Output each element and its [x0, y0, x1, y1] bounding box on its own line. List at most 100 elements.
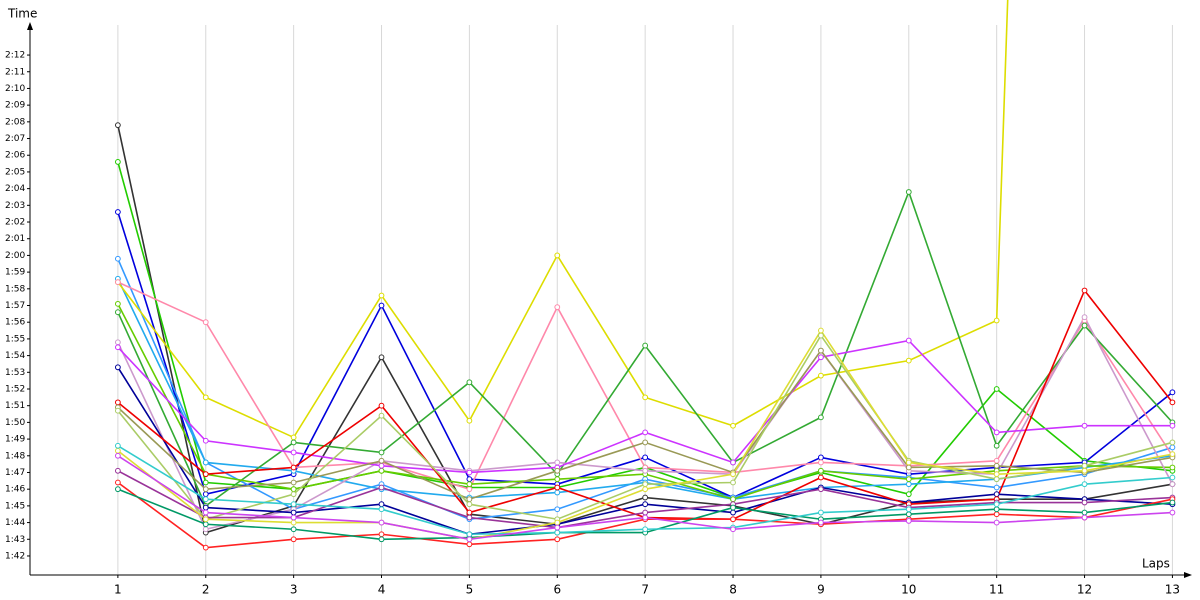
point — [378, 467, 385, 474]
y-tick-label: 2:10 — [5, 84, 25, 94]
point — [202, 437, 209, 444]
point — [905, 459, 912, 466]
point — [642, 439, 649, 446]
point — [993, 506, 1000, 513]
point — [202, 504, 209, 511]
point — [642, 486, 649, 493]
point — [905, 337, 912, 344]
x-tick-label: 1 — [114, 583, 122, 597]
x-tick-label: 13 — [1165, 583, 1180, 597]
point — [114, 339, 121, 346]
y-tick-label: 1:42 — [5, 551, 25, 561]
point — [290, 509, 297, 516]
point — [993, 429, 1000, 436]
point — [993, 317, 1000, 324]
y-tick-label: 1:54 — [5, 351, 25, 361]
point — [1169, 464, 1176, 471]
point — [114, 255, 121, 262]
y-tick-label: 2:07 — [5, 134, 25, 144]
y-axis-arrow — [27, 22, 33, 30]
point — [993, 484, 1000, 491]
point — [114, 159, 121, 165]
point — [642, 429, 649, 436]
point — [466, 541, 473, 548]
y-tick-label: 1:51 — [5, 401, 25, 411]
point — [730, 459, 736, 466]
point — [378, 402, 385, 409]
x-tick-label: 10 — [901, 583, 916, 597]
point — [378, 462, 385, 469]
point — [378, 484, 385, 491]
point — [1169, 444, 1176, 451]
point — [730, 479, 736, 486]
point — [554, 476, 561, 483]
point — [290, 514, 297, 521]
point — [202, 509, 209, 516]
point — [1169, 422, 1176, 429]
point — [642, 342, 649, 349]
point — [1081, 509, 1088, 516]
point — [730, 496, 736, 503]
point — [202, 496, 209, 503]
y-tick-label: 1:49 — [5, 435, 25, 445]
point — [730, 422, 736, 429]
point — [993, 501, 1000, 508]
point — [378, 506, 385, 513]
point — [730, 526, 736, 533]
x-tick-label: 5 — [466, 583, 474, 597]
point — [466, 486, 473, 493]
point — [642, 454, 649, 461]
y-tick-label: 2:12 — [5, 51, 25, 61]
point — [818, 332, 824, 339]
y-tick-label: 1:58 — [5, 284, 25, 294]
point — [642, 501, 649, 508]
y-tick-label: 1:44 — [5, 518, 25, 528]
point — [905, 511, 912, 518]
point — [378, 302, 385, 309]
point — [114, 442, 121, 449]
point — [466, 481, 473, 488]
point — [114, 486, 121, 493]
point — [730, 516, 736, 523]
point — [466, 379, 473, 386]
point — [378, 292, 385, 299]
point — [818, 474, 824, 481]
point — [642, 467, 649, 474]
point — [114, 279, 121, 286]
point — [1169, 439, 1176, 446]
point — [378, 354, 385, 361]
point — [818, 414, 824, 421]
point — [114, 407, 121, 414]
y-axis-label: Time — [7, 7, 37, 21]
y-tick-label: 2:00 — [5, 251, 25, 261]
point — [1169, 399, 1176, 406]
point — [554, 524, 561, 531]
x-axis-label: Laps — [1142, 557, 1170, 571]
y-tick-label: 1:59 — [5, 268, 25, 278]
point — [290, 486, 297, 493]
point — [730, 509, 736, 516]
point — [378, 531, 385, 538]
point — [993, 386, 1000, 392]
y-tick-label: 2:08 — [5, 117, 25, 127]
point — [905, 481, 912, 488]
y-tick-label: 2:11 — [5, 67, 25, 77]
point — [378, 449, 385, 456]
point — [202, 544, 209, 551]
y-tick-label: 1:56 — [5, 318, 25, 328]
y-tick-label: 2:03 — [5, 201, 25, 211]
point — [554, 536, 561, 543]
point — [993, 471, 1000, 478]
point — [1169, 451, 1176, 458]
point — [818, 459, 824, 466]
point — [202, 486, 209, 493]
point — [114, 300, 121, 307]
point — [290, 519, 297, 526]
point — [114, 467, 121, 474]
x-tick-label: 11 — [989, 583, 1004, 597]
point — [993, 476, 1000, 483]
point — [993, 511, 1000, 518]
point — [1169, 509, 1176, 516]
point — [1081, 462, 1088, 469]
point — [642, 494, 649, 501]
